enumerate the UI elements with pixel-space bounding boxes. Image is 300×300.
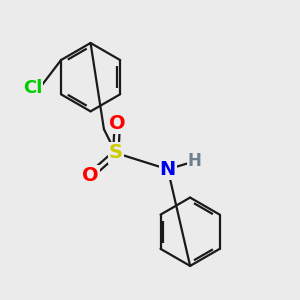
Text: N: N bbox=[160, 160, 176, 179]
Text: O: O bbox=[82, 166, 99, 185]
Text: Cl: Cl bbox=[23, 79, 42, 97]
Text: O: O bbox=[109, 114, 126, 133]
Text: S: S bbox=[109, 143, 123, 163]
Text: H: H bbox=[188, 152, 202, 170]
